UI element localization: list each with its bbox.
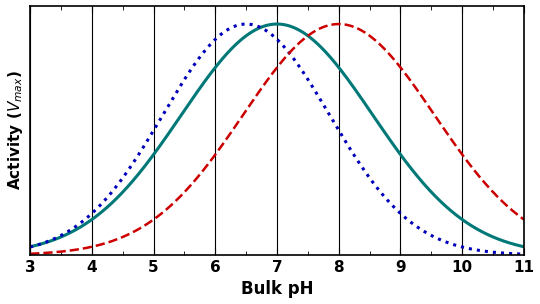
X-axis label: Bulk pH: Bulk pH <box>241 281 313 299</box>
Y-axis label: Activity ($\it{V}_{max}$): Activity ($\it{V}_{max}$) <box>5 71 24 190</box>
